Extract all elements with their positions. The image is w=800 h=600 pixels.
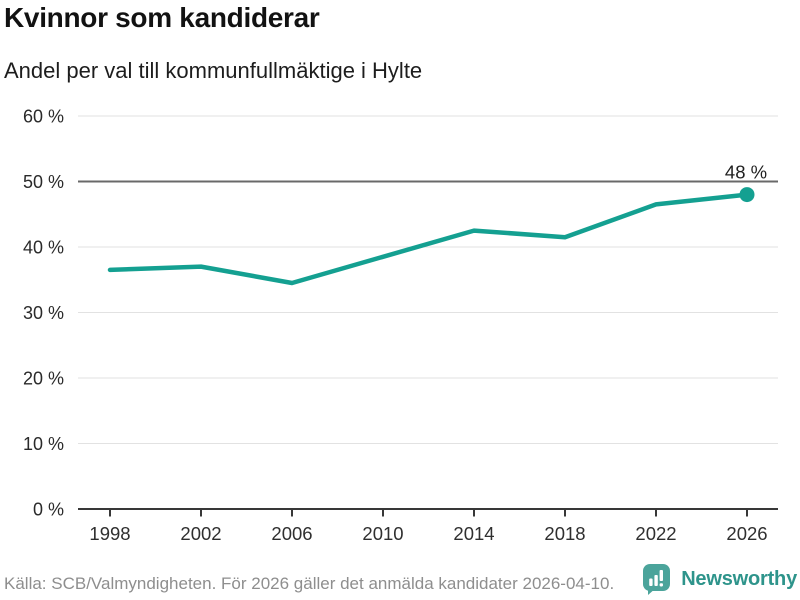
- x-tick-label: 2022: [635, 523, 676, 544]
- y-axis-labels: 0 % 10 % 20 % 30 % 40 % 50 % 60 %: [23, 107, 64, 520]
- y-tick-label: 40 %: [23, 238, 64, 258]
- y-tick-label: 60 %: [23, 107, 64, 127]
- newsworthy-logo-text: Newsworthy: [681, 567, 797, 590]
- chart-subtitle: Andel per val till kommunfullmäktige i H…: [4, 58, 423, 83]
- source-note: Källa: SCB/Valmyndigheten. För 2026 gäll…: [4, 574, 615, 593]
- end-value-label: 48 %: [725, 162, 767, 183]
- chart-title: Kvinnor som kandiderar: [4, 2, 320, 33]
- x-tick-label: 2006: [271, 523, 312, 544]
- x-tick-label: 2010: [362, 523, 403, 544]
- data-series: [107, 187, 755, 286]
- bar-chart-speech-bubble-icon: [643, 564, 671, 595]
- x-tick-label: 2018: [544, 523, 585, 544]
- y-tick-label: 10 %: [23, 434, 64, 454]
- x-tick-label: 2014: [453, 523, 494, 544]
- annotations: 48 %: [725, 162, 767, 183]
- trend-line: [107, 192, 750, 286]
- x-axis: 1998 2002 2006 2010 2014 2018 2022 2026: [78, 508, 778, 544]
- x-tick-label: 2026: [726, 523, 767, 544]
- end-point-dot: [739, 187, 755, 203]
- y-tick-label: 30 %: [23, 303, 64, 323]
- y-tick-label: 50 %: [23, 172, 64, 192]
- gridlines: [78, 115, 778, 444]
- x-tick-label: 1998: [89, 523, 130, 544]
- x-tick-label: 2002: [180, 523, 221, 544]
- newsworthy-logo: Newsworthy: [641, 562, 797, 596]
- y-tick-label: 20 %: [23, 369, 64, 389]
- y-tick-label: 0 %: [33, 500, 64, 520]
